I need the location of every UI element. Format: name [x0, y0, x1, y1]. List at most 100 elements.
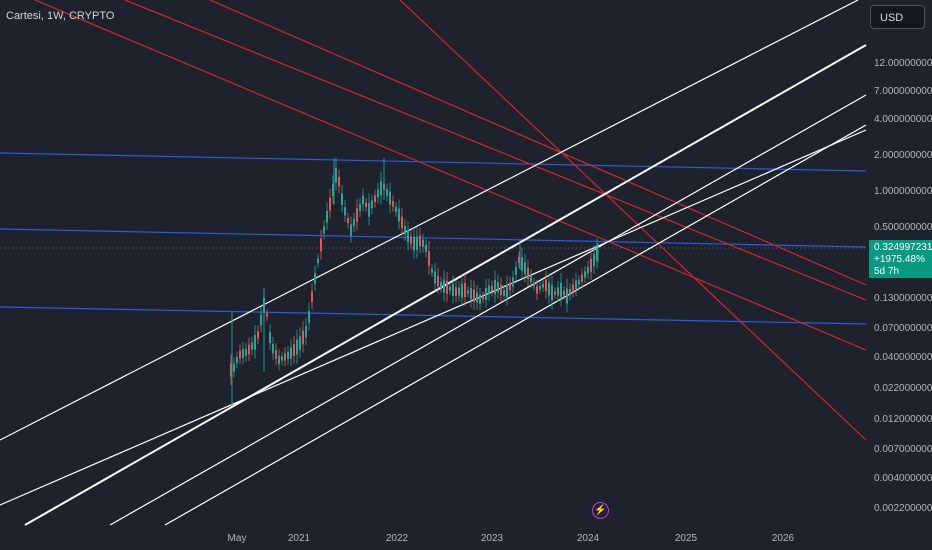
candle-body	[281, 356, 283, 361]
candle-body	[314, 273, 316, 284]
candle-body	[335, 167, 337, 183]
candle-body	[311, 291, 313, 302]
candle-body	[347, 217, 349, 224]
candle-body	[467, 290, 469, 294]
candle-body	[425, 244, 427, 252]
candle-body	[578, 279, 580, 285]
candle-body	[452, 284, 454, 296]
x-axis-label: May	[228, 533, 247, 544]
candle-body	[563, 290, 565, 296]
candle-body	[254, 334, 256, 350]
candle-body	[356, 208, 358, 222]
candle-body	[542, 283, 544, 288]
candle-body	[323, 226, 325, 234]
candle-body	[473, 289, 475, 302]
candle-body	[326, 210, 328, 223]
candle-body	[491, 285, 493, 292]
candle-body	[230, 363, 232, 377]
lightning-icon[interactable]: ⚡	[592, 502, 609, 519]
candle-body	[407, 230, 409, 243]
x-axis-label: 2026	[772, 533, 795, 544]
candle-body	[395, 206, 397, 212]
y-axis-label: 0.022000000	[874, 383, 932, 394]
candle-body	[284, 353, 286, 361]
candle-body	[581, 274, 583, 282]
candle-body	[416, 236, 418, 251]
candle-body	[554, 291, 556, 295]
symbol-title[interactable]: Cartesi, 1W, CRYPTO	[6, 10, 115, 22]
white-trend-line	[164, 124, 867, 526]
red-trend-line	[34, 0, 867, 351]
candle-body	[434, 271, 436, 284]
candle-body	[440, 282, 442, 288]
candle-body	[371, 200, 373, 209]
candle-body	[527, 267, 529, 280]
candle-body	[260, 314, 262, 326]
currency-button[interactable]: USD	[870, 5, 925, 29]
red-trend-line	[209, 0, 867, 286]
y-axis-label: 4.000000000	[874, 114, 932, 125]
candle-body	[572, 284, 574, 292]
candle-body	[344, 207, 346, 216]
candle-body	[287, 351, 289, 360]
candle-body	[362, 195, 364, 205]
candle-body	[470, 288, 472, 300]
candle-body	[524, 262, 526, 275]
candle-body	[377, 189, 379, 198]
candle-body	[509, 282, 511, 291]
candle-body	[368, 203, 370, 217]
candle-body	[245, 348, 247, 356]
white-trend-line	[109, 94, 867, 526]
red-trend-line	[399, 0, 867, 441]
candle-body	[479, 294, 481, 304]
candle-body	[422, 239, 424, 247]
last-price-badge: 0.324997231 +1975.48% 5d 7h	[869, 240, 932, 278]
candle-body	[515, 267, 517, 275]
candle-body	[305, 326, 307, 338]
x-axis-label: 2023	[481, 533, 504, 544]
candle-body	[497, 282, 499, 292]
candle-body	[455, 287, 457, 296]
candle-body	[251, 342, 253, 350]
candle-body	[293, 344, 295, 356]
blue-trend-line	[0, 306, 867, 325]
y-axis-label: 12.000000000	[874, 58, 932, 69]
candle-body	[551, 285, 553, 301]
candle-body	[386, 189, 388, 196]
blue-trend-line	[0, 152, 867, 172]
candle-body	[332, 183, 334, 197]
candle-body	[464, 282, 466, 298]
candle-body	[512, 277, 514, 287]
candle-body	[350, 224, 352, 236]
white-trend-line	[0, 129, 867, 506]
y-axis-label: 1.000000000	[874, 186, 932, 197]
candle-body	[530, 275, 532, 283]
x-axis-label: 2021	[288, 533, 311, 544]
candle-body	[398, 208, 400, 222]
x-axis-label: 2025	[675, 533, 698, 544]
candle-body	[437, 275, 439, 287]
candle-body	[380, 181, 382, 196]
last-price-value: 0.324997231	[874, 242, 932, 253]
candle-body	[308, 310, 310, 323]
candle-body	[365, 202, 367, 208]
candle-body	[500, 284, 502, 296]
candle-body	[443, 279, 445, 293]
candle-body	[548, 282, 550, 296]
candle-body	[341, 193, 343, 205]
candle-body	[404, 225, 406, 235]
candle-body	[275, 349, 277, 359]
candle-body	[242, 349, 244, 358]
candle-body	[401, 216, 403, 229]
white-trend-line	[0, 0, 859, 441]
candle-body	[296, 339, 298, 355]
candle-body	[521, 257, 523, 271]
candle-body	[299, 336, 301, 350]
candle-body	[560, 282, 562, 298]
candle-body	[584, 271, 586, 278]
candle-body	[338, 176, 340, 187]
y-axis-label: 7.000000000	[874, 86, 932, 97]
candle-body	[269, 332, 271, 343]
